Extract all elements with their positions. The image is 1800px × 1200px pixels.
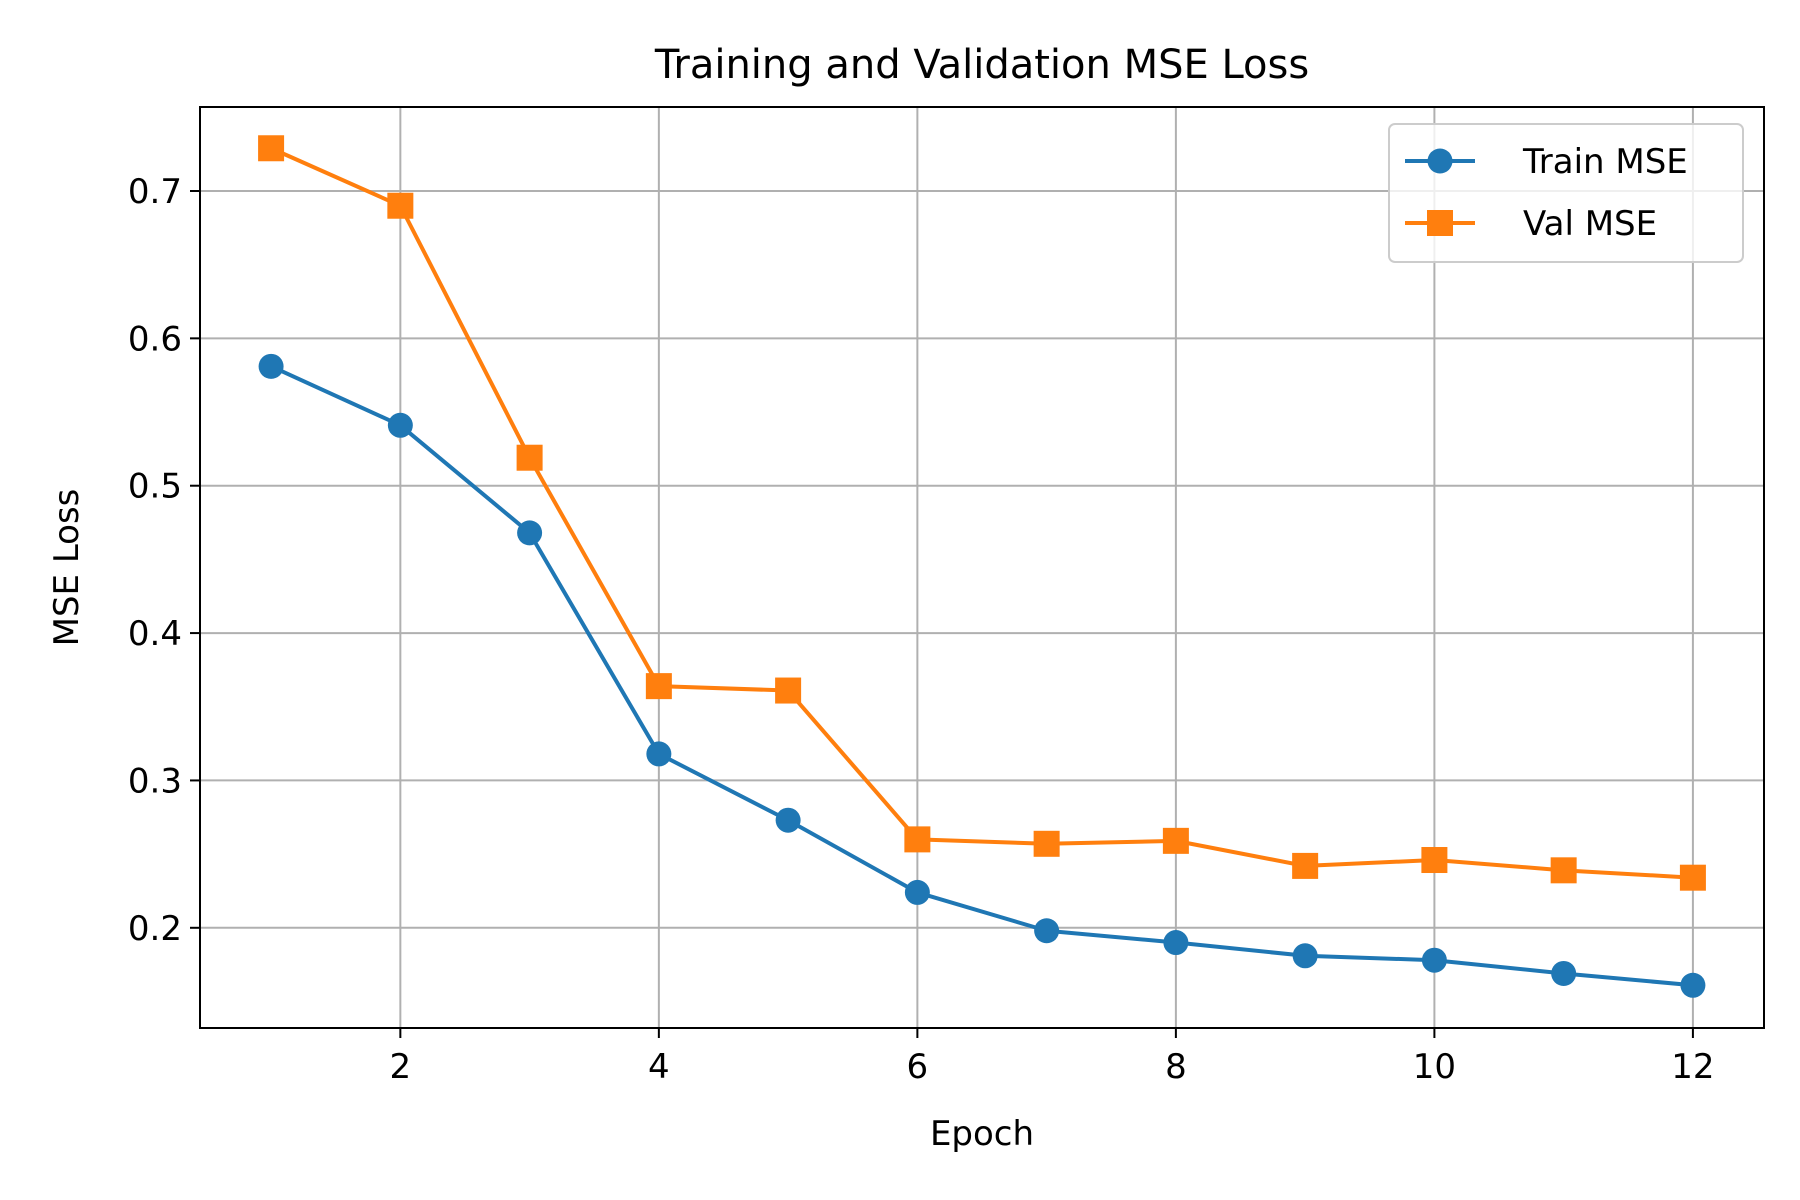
data-point-square (1292, 852, 1319, 879)
chart-title: Training and Validation MSE Loss (654, 42, 1309, 88)
y-tick-label: 0.2 (128, 909, 182, 949)
y-tick-label: 0.6 (128, 319, 182, 359)
data-point-circle (775, 807, 801, 833)
x-tick-label: 2 (390, 1047, 412, 1087)
y-tick-label: 0.4 (128, 614, 182, 654)
data-point-circle (1292, 943, 1318, 969)
legend-marker-square (1427, 210, 1453, 236)
series-layer (258, 135, 1706, 998)
legend-label: Val MSE (1523, 204, 1657, 244)
x-tick-label: 6 (907, 1047, 929, 1087)
data-point-circle (1163, 930, 1189, 956)
data-point-square (387, 192, 414, 219)
data-point-square (516, 444, 543, 471)
data-point-square (775, 677, 802, 704)
x-tick-label: 10 (1413, 1047, 1456, 1087)
data-point-circle (1551, 960, 1577, 986)
y-tick-label: 0.3 (128, 761, 182, 801)
y-axis-label: MSE Loss (47, 489, 87, 647)
data-point-square (645, 673, 672, 700)
data-point-square (1679, 864, 1706, 891)
legend-box (1388, 123, 1744, 263)
data-point-square (1162, 827, 1189, 854)
ticks: 2 4 6 8 10 12 0.2 0.3 0.4 0.5 0.6 0.7 (128, 172, 1715, 1087)
y-tick-label: 0.5 (128, 467, 182, 507)
legend: Train MSE Val MSE (1388, 123, 1744, 263)
data-point-square (258, 135, 285, 162)
legend-label: Train MSE (1522, 142, 1688, 182)
data-point-circle (387, 412, 413, 438)
series-line (270, 146, 1694, 880)
data-point-circle (1034, 918, 1060, 944)
data-point-circle (1421, 947, 1447, 973)
data-point-square (1033, 830, 1060, 857)
x-tick-label: 4 (648, 1047, 670, 1087)
series-val-mse (258, 135, 1706, 891)
data-point-circle (258, 353, 284, 379)
data-point-circle (1680, 972, 1706, 998)
data-point-square (1550, 857, 1577, 884)
data-point-square (1421, 847, 1448, 874)
legend-marker-circle (1427, 148, 1453, 174)
plot-frame (199, 106, 1765, 1029)
grid (200, 107, 1764, 1028)
data-point-circle (904, 879, 930, 905)
data-point-circle (517, 520, 543, 546)
data-point-square (904, 826, 931, 853)
series-train-mse (258, 353, 1706, 998)
data-point-circle (646, 741, 672, 767)
x-axis-label: Epoch (930, 1114, 1034, 1154)
series-line (270, 364, 1694, 988)
x-tick-label: 8 (1165, 1047, 1187, 1087)
y-tick-label: 0.7 (128, 172, 182, 212)
x-tick-label: 12 (1671, 1047, 1714, 1087)
